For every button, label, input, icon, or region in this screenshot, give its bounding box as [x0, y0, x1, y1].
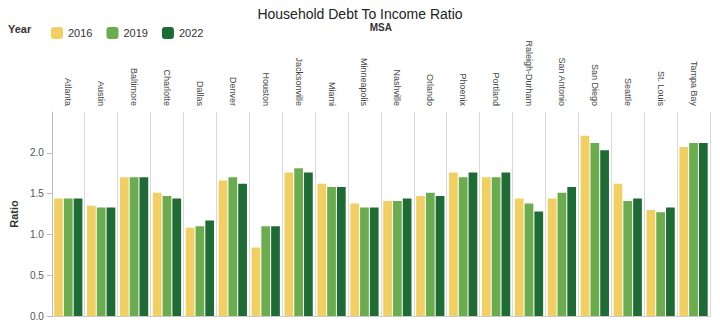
- svg-text:Seattle: Seattle: [623, 78, 633, 106]
- svg-text:Houston: Houston: [261, 72, 271, 106]
- svg-text:Denver: Denver: [228, 77, 238, 106]
- svg-text:Miami: Miami: [327, 82, 337, 106]
- svg-text:Austin: Austin: [96, 81, 106, 106]
- svg-text:Baltimore: Baltimore: [129, 68, 139, 106]
- svg-text:Ratio: Ratio: [8, 200, 20, 228]
- svg-text:Household Debt To Income Ratio: Household Debt To Income Ratio: [257, 6, 462, 22]
- svg-text:1.0: 1.0: [30, 229, 44, 240]
- svg-text:San Diego: San Diego: [590, 64, 600, 106]
- svg-text:Dallas: Dallas: [195, 81, 205, 107]
- svg-text:Orlando: Orlando: [425, 74, 435, 106]
- svg-text:St. Louis: St. Louis: [656, 71, 666, 107]
- svg-text:0.5: 0.5: [30, 270, 44, 281]
- svg-text:1.5: 1.5: [30, 188, 44, 199]
- svg-text:Portland: Portland: [491, 72, 501, 106]
- svg-text:Phoenix: Phoenix: [458, 73, 468, 106]
- svg-text:Raleigh-Durham: Raleigh-Durham: [524, 40, 534, 106]
- svg-text:2016: 2016: [68, 27, 92, 39]
- svg-text:Minneapolis: Minneapolis: [359, 58, 369, 107]
- svg-text:Year: Year: [8, 23, 32, 35]
- svg-text:2022: 2022: [179, 27, 203, 39]
- svg-text:Tampa Bay: Tampa Bay: [689, 61, 699, 107]
- svg-text:Nashville: Nashville: [392, 69, 402, 106]
- svg-text:Atlanta: Atlanta: [63, 78, 73, 106]
- svg-text:MSA: MSA: [370, 22, 392, 33]
- svg-text:San Antonio: San Antonio: [557, 57, 567, 106]
- svg-text:Charlotte: Charlotte: [162, 69, 172, 106]
- svg-text:2.0: 2.0: [30, 147, 44, 158]
- svg-text:0.0: 0.0: [30, 311, 44, 322]
- svg-text:Jacksonville: Jacksonville: [294, 57, 304, 106]
- svg-text:2019: 2019: [123, 27, 147, 39]
